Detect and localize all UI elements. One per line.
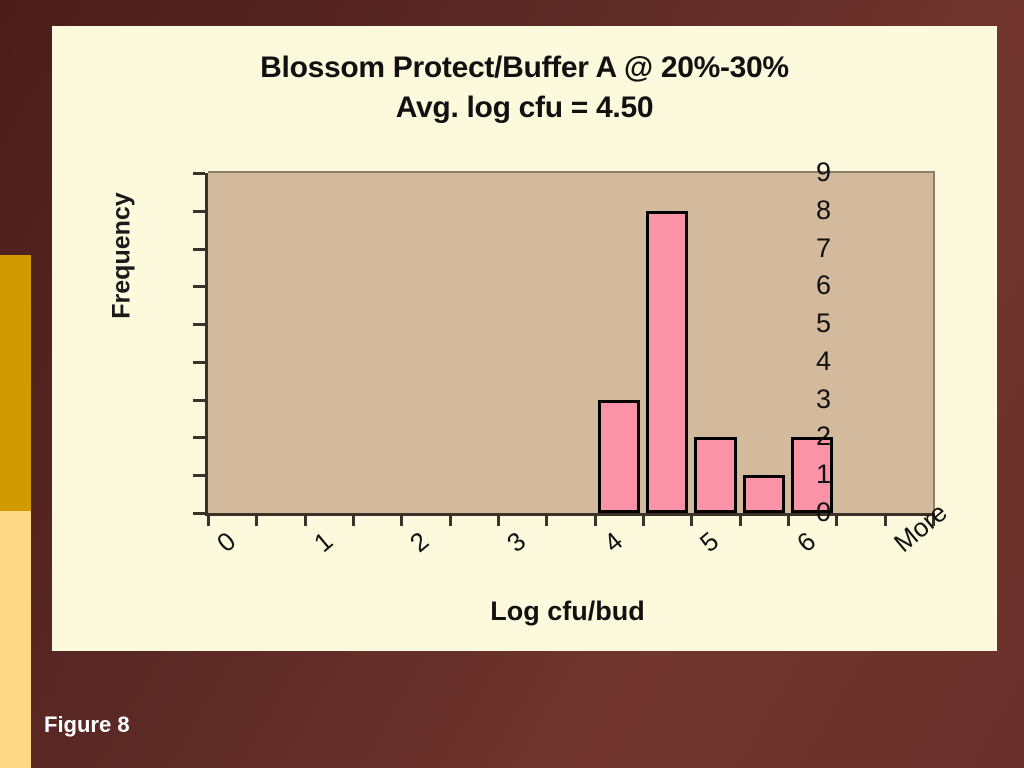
x-tick-mark	[545, 513, 549, 526]
x-tick-mark	[883, 513, 887, 526]
bar	[791, 437, 834, 513]
x-tick-mark	[255, 513, 259, 526]
figure-caption: Figure 8	[44, 712, 130, 737]
y-tick-mark	[193, 474, 205, 478]
x-tick-mark	[738, 513, 742, 526]
y-tick-label: 8	[815, 194, 831, 225]
bar	[742, 475, 785, 513]
x-tick-label: 6	[791, 525, 822, 558]
x-tick-mark	[497, 513, 500, 526]
y-tick-mark	[193, 247, 205, 251]
x-tick-mark	[690, 513, 694, 526]
plot-right-border	[933, 171, 935, 513]
left-accent-stripe-gold	[0, 255, 31, 511]
chart-title-line1: Blossom Protect/Buffer A @ 20%-30%	[260, 51, 789, 84]
x-tick-mark	[932, 513, 935, 526]
bar	[597, 399, 640, 513]
y-tick-label: 7	[815, 232, 831, 263]
y-tick-label: 0	[815, 497, 831, 527]
x-tick-label: 2	[404, 525, 435, 558]
y-tick-mark	[193, 172, 205, 175]
x-tick-mark	[303, 513, 307, 526]
y-tick-label: 6	[815, 270, 831, 301]
bar	[694, 437, 737, 513]
chart-title: Blossom Protect/Buffer A @ 20%-30% Avg. …	[52, 48, 997, 128]
y-tick-mark	[193, 512, 205, 515]
y-tick-mark	[193, 360, 205, 364]
bar	[646, 210, 689, 513]
plot-area	[205, 171, 935, 526]
y-tick-label: 5	[815, 308, 831, 339]
x-tick-label: 5	[694, 525, 725, 558]
y-tick-mark	[193, 323, 205, 327]
y-tick-mark	[193, 209, 205, 213]
y-tick-label: 4	[815, 345, 831, 376]
y-tick-mark	[193, 285, 205, 289]
y-tick-label: 9	[815, 157, 831, 187]
chart-card: Blossom Protect/Buffer A @ 20%-30% Avg. …	[52, 26, 997, 651]
y-tick-label: 1	[815, 459, 831, 490]
x-tick-mark	[448, 513, 452, 526]
x-tick-mark	[593, 513, 597, 526]
left-accent-stripe-tan	[0, 511, 31, 768]
y-axis-title: Frequency	[107, 192, 136, 319]
x-tick-mark	[400, 513, 404, 526]
y-tick-mark	[193, 398, 205, 402]
x-tick-label: 4	[597, 525, 629, 558]
x-tick-label: 1	[307, 525, 339, 558]
plot-top-border	[208, 171, 933, 173]
x-tick-mark	[642, 513, 645, 526]
x-tick-mark	[787, 513, 790, 526]
x-tick-mark	[835, 513, 839, 526]
x-axis-title: Log cfu/bud	[490, 596, 645, 626]
x-tick-mark	[352, 513, 355, 526]
x-tick-label: 0	[211, 525, 242, 558]
y-tick-mark	[193, 436, 205, 440]
x-tick-mark	[207, 513, 210, 526]
y-tick-label: 2	[815, 421, 831, 452]
x-tick-label: 3	[501, 525, 532, 558]
chart-title-line2: Avg. log cfu = 4.50	[395, 91, 654, 124]
y-tick-label: 3	[815, 383, 831, 414]
